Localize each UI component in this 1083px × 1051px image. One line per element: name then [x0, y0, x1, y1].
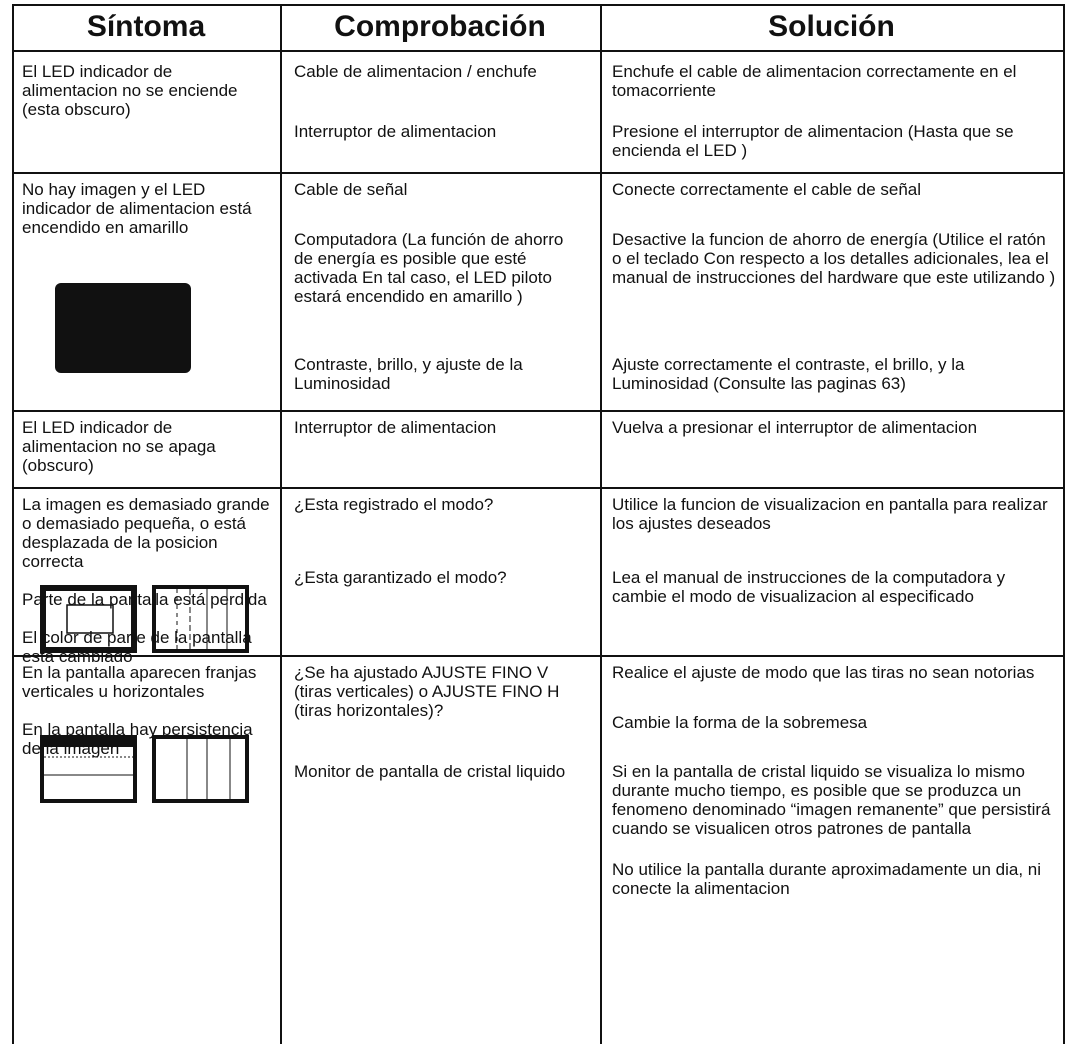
icon-dark-screen — [55, 283, 191, 373]
cell-text: Vuelva a presionar el interruptor de ali… — [612, 418, 978, 437]
cell-text: El LED indicador de alimentacion no se e… — [22, 62, 238, 119]
cell-text: Computadora (La función de ahorro de ene… — [294, 230, 564, 306]
rule — [280, 4, 282, 1044]
rule — [12, 487, 1065, 489]
cell-text: El LED indicador de alimentacion no se a… — [22, 418, 216, 475]
cell-text: Conecte correctamente el cable de señal — [612, 180, 922, 199]
cell-text: Cable de señal — [294, 180, 408, 199]
cell-text: Realice el ajuste de modo que las tiras … — [612, 663, 1035, 682]
cell-text: ¿Esta garantizado el modo? — [294, 568, 507, 587]
cell-text: Enchufe el cable de alimentacion correct… — [612, 62, 1017, 100]
rule — [12, 410, 1065, 412]
icon-vertical-stripes — [152, 735, 249, 803]
header: Síntoma — [86, 10, 206, 43]
icon-small-image — [40, 585, 137, 653]
cell-text: Presione el interruptor de alimentacion … — [612, 122, 1014, 160]
cell-text: Desactive la funcion de ahorro de energí… — [612, 230, 1056, 287]
rule — [12, 4, 14, 1044]
cell-text: ¿Se ha ajustado AJUSTE FINO V (tiras ver… — [294, 663, 560, 720]
cell-text: No utilice la pantalla durante aproximad… — [612, 860, 1042, 898]
rule — [1063, 4, 1065, 1044]
cell-text: ¿Esta registrado el modo? — [294, 495, 494, 514]
icon-color-change — [152, 585, 249, 653]
cell-text: No hay imagen y el LED indicador de alim… — [22, 180, 252, 237]
cell-text: Interruptor de alimentacion — [294, 122, 497, 141]
cell-text: En la pantalla aparecen franjas vertical… — [22, 663, 257, 701]
cell-text: Utilice la funcion de visualizacion en p… — [612, 495, 1048, 533]
cell-text: Interruptor de alimentacion — [294, 418, 497, 437]
cell-text: La imagen es demasiado grande o demasiad… — [22, 495, 270, 571]
icon-horizontal-stripes — [40, 735, 137, 803]
cell-text: Lea el manual de instrucciones de la com… — [612, 568, 1006, 606]
cell-text: Contraste, brillo, y ajuste de la Lumino… — [294, 355, 523, 393]
rule — [12, 4, 1065, 6]
cell-text: Parte de la pantalla está perdida — [22, 590, 267, 609]
cell-text: El color de parte de la pantalla esta ca… — [22, 628, 252, 666]
cell-text: Si en la pantalla de cristal liquido se … — [612, 762, 1051, 838]
cell-text: Cambie la forma de la sobremesa — [612, 713, 868, 732]
rule — [12, 655, 1065, 657]
rule — [12, 172, 1065, 174]
header: Comprobación — [334, 10, 546, 43]
header: Solución — [768, 10, 895, 43]
rule — [600, 4, 602, 1044]
rule — [12, 50, 1065, 52]
cell-text: En la pantalla hay persistencia de la im… — [22, 720, 253, 758]
cell-text: Cable de alimentacion / enchufe — [294, 62, 537, 81]
cell-text: Monitor de pantalla de cristal liquido — [294, 762, 566, 781]
cell-text: Ajuste correctamente el contraste, el br… — [612, 355, 965, 393]
